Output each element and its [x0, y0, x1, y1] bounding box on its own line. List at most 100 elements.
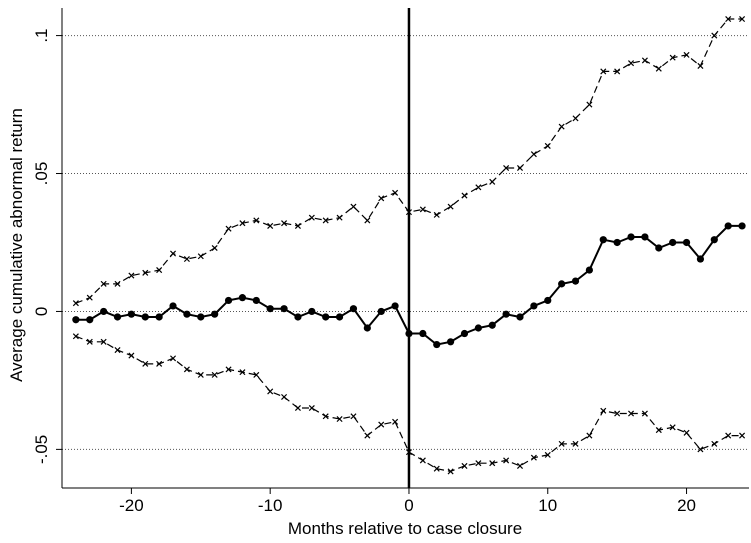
data-point: [364, 217, 371, 224]
data-point: [614, 68, 621, 75]
data-point: [447, 338, 455, 346]
data-point: [419, 206, 426, 213]
data-point: [474, 324, 482, 332]
data-point: [475, 184, 482, 191]
data-point: [350, 413, 357, 420]
data-point: [738, 222, 746, 230]
data-point: [141, 313, 149, 321]
data-point: [378, 421, 385, 428]
data-point: [641, 57, 648, 64]
data-point: [739, 432, 746, 439]
data-point: [655, 244, 663, 252]
data-point: [197, 313, 205, 321]
data-point: [170, 355, 177, 362]
data-point: [392, 418, 399, 425]
data-point: [114, 347, 121, 354]
data-point: [72, 316, 80, 324]
data-point: [710, 236, 718, 244]
x-tick-label: -20: [119, 496, 144, 515]
data-point: [544, 296, 552, 305]
data-point: [489, 460, 496, 467]
data-point: [114, 280, 121, 287]
data-point: [725, 16, 732, 23]
data-point: [641, 233, 649, 241]
data-point: [308, 404, 315, 412]
data-point: [281, 393, 288, 400]
x-tick-label: 10: [538, 496, 557, 515]
data-point: [683, 429, 690, 436]
data-point: [267, 388, 274, 395]
data-point: [363, 324, 371, 332]
data-point: [253, 371, 260, 378]
data-point: [72, 333, 79, 340]
data-point: [628, 410, 635, 417]
data-point: [447, 203, 454, 210]
data-point: [364, 432, 371, 439]
data-point: [155, 313, 163, 321]
data-point: [697, 446, 704, 453]
data-point: [211, 310, 219, 318]
data-point: [419, 457, 426, 464]
data-point: [225, 225, 232, 232]
data-point: [433, 211, 440, 218]
data-point: [308, 214, 315, 221]
data-point: [724, 222, 732, 230]
data-point: [294, 313, 302, 321]
data-point: [239, 220, 246, 227]
data-point: [224, 296, 233, 305]
data-point: [669, 54, 676, 61]
data-point: [183, 256, 190, 263]
y-tick-label: .05: [32, 162, 51, 186]
data-point: [72, 300, 79, 307]
data-point: [308, 307, 316, 316]
data-point: [558, 440, 565, 447]
x-tick-label: -10: [258, 496, 283, 515]
data-point: [697, 62, 704, 69]
x-tick-label: 20: [677, 496, 696, 515]
grid-lines: [62, 35, 749, 450]
data-point: [100, 307, 108, 316]
data-point: [585, 266, 593, 274]
data-point: [405, 449, 412, 456]
data-point: [267, 222, 274, 229]
data-point: [682, 238, 691, 247]
data-point: [211, 371, 218, 378]
data-point: [627, 233, 635, 241]
data-point: [711, 440, 718, 447]
data-point: [238, 294, 247, 302]
data-point: [503, 164, 510, 172]
series-3: [72, 333, 746, 475]
data-point: [170, 250, 177, 257]
data-point: [183, 366, 190, 373]
data-point: [322, 217, 329, 224]
data-point: [614, 410, 621, 417]
data-point: [696, 255, 705, 263]
data-point: [128, 272, 135, 279]
data-point: [86, 294, 93, 301]
data-point: [350, 203, 357, 210]
data-point: [169, 302, 177, 310]
data-point: [725, 432, 732, 439]
data-point: [572, 115, 579, 122]
data-point: [669, 238, 677, 247]
data-point: [211, 244, 218, 252]
y-tick-label: 0: [32, 307, 51, 316]
data-point: [516, 313, 524, 321]
data-point: [280, 305, 288, 313]
data-point: [239, 369, 246, 376]
data-point: [502, 310, 510, 318]
data-point: [558, 280, 566, 288]
data-point: [100, 338, 107, 345]
data-point: [378, 195, 385, 202]
data-point: [349, 305, 358, 313]
data-point: [655, 65, 662, 72]
data-point: [600, 407, 607, 414]
x-tick-label: 0: [404, 496, 413, 515]
data-point: [113, 313, 122, 321]
data-point: [628, 60, 635, 67]
data-point: [530, 302, 538, 310]
data-point: [572, 440, 579, 447]
data-point: [253, 217, 260, 224]
data-point: [128, 352, 135, 359]
